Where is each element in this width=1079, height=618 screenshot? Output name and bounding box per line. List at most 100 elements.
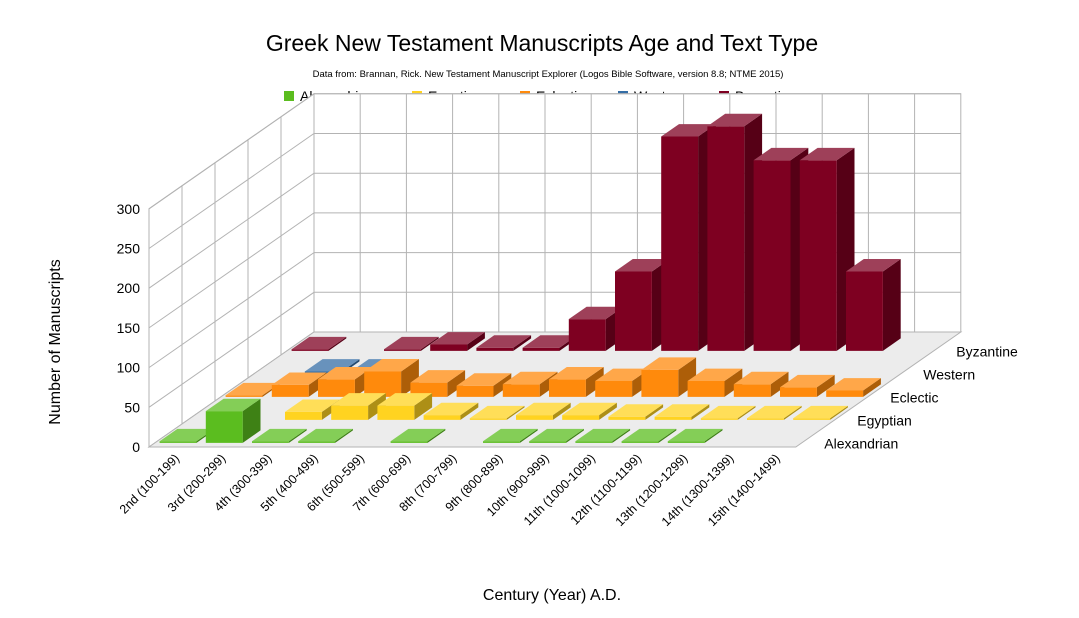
y-tick-label: 150 — [117, 320, 141, 336]
bar-front — [430, 344, 468, 351]
chart-subtitle: Data from: Brannan, Rick. New Testament … — [313, 69, 784, 80]
bar-side — [447, 370, 466, 397]
bar-top — [562, 402, 617, 416]
bar-front — [205, 411, 243, 443]
bar-top — [516, 402, 571, 416]
bar-top — [252, 428, 307, 442]
bar-top — [423, 402, 479, 416]
bar-side — [737, 405, 756, 420]
bar-side — [513, 335, 532, 351]
y-tick-label: 250 — [117, 241, 141, 257]
bar-front — [747, 418, 784, 420]
bar-top — [285, 399, 340, 412]
bar-front — [318, 379, 355, 397]
bar-top — [410, 370, 466, 383]
y-tick-label: 100 — [117, 360, 141, 376]
bar-egyptian-12 — [747, 405, 802, 420]
y-tick-label: 200 — [117, 280, 141, 296]
bar-top — [700, 405, 756, 419]
chart-title: Greek New Testament Manuscripts Age and … — [266, 30, 818, 56]
bar-front — [780, 387, 817, 397]
bar-egyptian-13 — [793, 405, 848, 420]
bar-front — [562, 415, 600, 420]
bar-top — [430, 332, 485, 345]
bar-top — [205, 398, 261, 412]
bar-front — [568, 319, 606, 351]
bar-side — [242, 398, 261, 443]
bar-top — [615, 259, 670, 272]
bar-eclectic-3 — [364, 359, 419, 397]
bar-top — [826, 378, 881, 391]
bar-side — [863, 378, 881, 397]
bar-top — [621, 428, 677, 442]
bar-egyptian-4 — [377, 393, 433, 420]
bar-top — [456, 373, 512, 386]
bar-egyptian-3 — [331, 393, 386, 420]
bar-side — [328, 336, 347, 351]
bar-top — [667, 428, 723, 442]
bar-top — [522, 335, 578, 348]
bar-top — [291, 336, 347, 350]
bar-egyptian-10 — [654, 404, 710, 420]
bar-top — [318, 367, 373, 380]
bar-side — [783, 405, 802, 420]
bar-byzantine-11 — [799, 147, 855, 351]
bar-side — [493, 373, 512, 397]
bar-side — [552, 402, 571, 420]
x-axis-label: Century (Year) A.D. — [483, 587, 621, 604]
bar-top — [390, 428, 446, 442]
bar-front — [159, 441, 197, 443]
bar-side — [770, 371, 789, 397]
bar-top — [159, 428, 215, 442]
bar-side — [585, 367, 604, 397]
bar-alexandrian-8 — [529, 428, 584, 443]
bar-front — [331, 405, 369, 420]
bar-egyptian-8 — [562, 402, 617, 420]
bar-top — [377, 393, 433, 406]
bar-top — [753, 147, 809, 161]
bar-front — [423, 415, 461, 420]
bar-side — [414, 393, 433, 420]
bar-egyptian-11 — [700, 405, 756, 420]
bar-front — [291, 349, 329, 351]
bar-egyptian-5 — [423, 402, 479, 420]
bar-eclectic-0 — [225, 382, 281, 397]
bar-alexandrian-3 — [298, 428, 353, 443]
y-axis-ticks: 0 50 100 150 200 250 300 — [117, 201, 141, 455]
bar-top — [733, 371, 789, 385]
bar-front — [615, 271, 652, 351]
bar-side — [704, 428, 723, 443]
bar-front — [483, 441, 520, 443]
bar-front — [476, 347, 514, 351]
bar-alexandrian-1 — [205, 398, 261, 443]
bar-top — [568, 306, 624, 320]
bar-side — [830, 405, 848, 420]
bar-side — [691, 404, 710, 420]
bar-front — [733, 384, 771, 397]
bar-egyptian-7 — [516, 402, 571, 420]
bar-eclectic-7 — [549, 367, 604, 397]
bar-front — [575, 441, 613, 443]
series-axis-label: Alexandrian — [824, 436, 898, 452]
bar-front — [661, 136, 699, 351]
bar-alexandrian-9 — [575, 428, 631, 443]
bar-top — [549, 367, 604, 380]
bar-eclectic-5 — [456, 373, 512, 397]
bar-top — [799, 147, 855, 161]
bar-top — [271, 372, 327, 385]
x-axis-ticks: 2nd (100-199)3rd (200-299)4th (300-399)5… — [117, 451, 783, 529]
bar-front — [285, 411, 322, 420]
bar-top — [575, 428, 631, 442]
bar-alexandrian-2 — [252, 428, 307, 443]
bar-front — [456, 385, 494, 397]
bar-alexandrian-11 — [667, 428, 723, 443]
bar-top — [707, 113, 763, 127]
bar-eclectic-10 — [687, 368, 743, 397]
bar-side — [566, 428, 584, 443]
bar-top — [595, 368, 650, 381]
bar-front — [390, 441, 428, 443]
bar-side — [427, 428, 446, 443]
bar-top — [483, 428, 538, 442]
bar-front — [654, 416, 692, 420]
bar-top — [608, 404, 664, 417]
